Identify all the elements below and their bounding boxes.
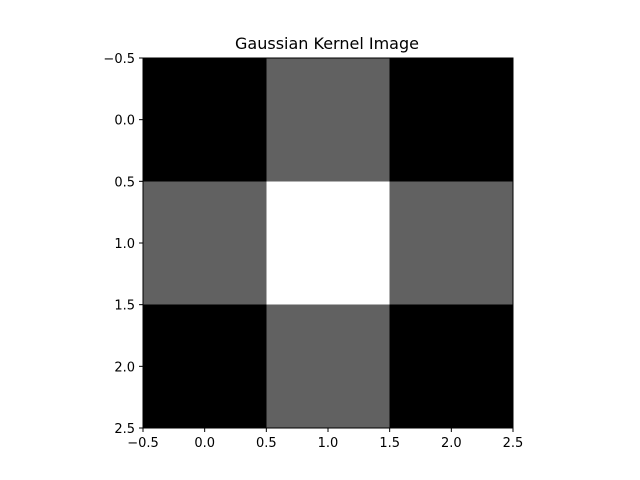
heatmap-cell-r0-c1 <box>266 58 390 182</box>
x-tick-label: −0.5 <box>127 436 159 451</box>
y-tick-label: 2.5 <box>114 422 135 437</box>
x-tick-label: 0.0 <box>194 436 215 451</box>
heatmap-cell-r1-c1 <box>266 181 390 305</box>
y-tick-label: −0.5 <box>103 52 135 67</box>
heatmap-cell-r1-c2 <box>389 181 513 305</box>
y-tick-label: 1.0 <box>114 237 135 252</box>
x-tick-label: 2.0 <box>441 436 462 451</box>
y-tick-label: 1.5 <box>114 299 135 314</box>
y-axis: −0.5 0.0 0.5 1.0 1.5 2.0 2.5 <box>103 52 143 437</box>
heatmap-cell-r1-c0 <box>143 181 267 305</box>
heatmap-cell-r2-c1 <box>266 304 390 428</box>
x-axis: −0.5 0.0 0.5 1.0 1.5 2.0 2.5 <box>127 428 523 451</box>
y-tick-label: 2.0 <box>114 360 135 375</box>
x-tick-label: 1.5 <box>379 436 400 451</box>
chart-title: Gaussian Kernel Image <box>235 34 419 53</box>
heatmap-cell-r2-c0 <box>143 304 267 428</box>
heatmap-cell-r0-c0 <box>143 58 267 182</box>
x-tick-label: 2.5 <box>503 436 524 451</box>
x-tick-label: 1.0 <box>318 436 339 451</box>
y-tick-label: 0.5 <box>114 175 135 190</box>
heatmap-cell-r2-c2 <box>389 304 513 428</box>
y-tick-label: 0.0 <box>114 114 135 129</box>
heatmap-cell-r0-c2 <box>389 58 513 182</box>
x-tick-label: 0.5 <box>256 436 277 451</box>
heatmap-cells <box>143 58 513 428</box>
